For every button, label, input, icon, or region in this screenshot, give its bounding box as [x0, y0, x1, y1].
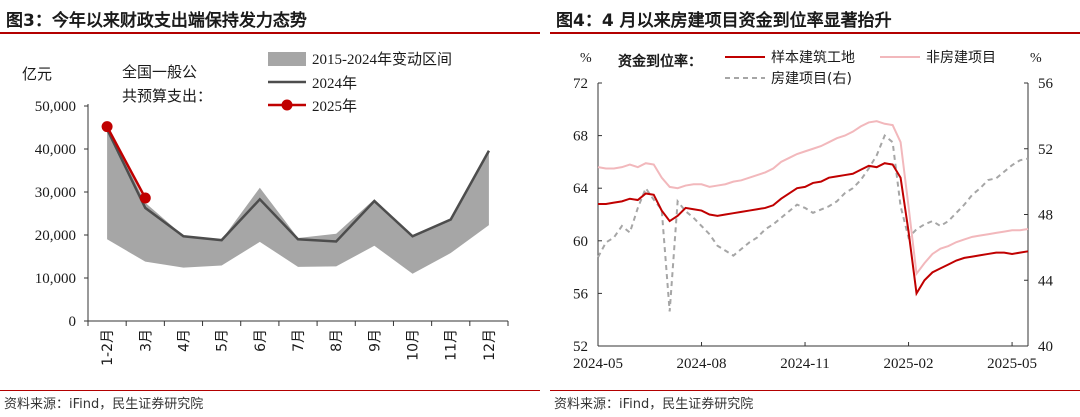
source-rule — [550, 390, 1080, 391]
x-tick-label: 2024-11 — [780, 356, 829, 372]
annotation-line-2: 共预算支出： — [122, 87, 212, 105]
y-left-tick-label: 68 — [573, 129, 588, 145]
x-tick-label: 3月 — [138, 329, 154, 352]
legend-marker-2025 — [281, 99, 293, 111]
legend-label-2025: 2025年 — [312, 98, 357, 115]
source-rule — [0, 390, 540, 391]
annotation-line-1: 全国一般公 — [122, 63, 197, 81]
x-tick-label: 5月 — [215, 329, 231, 352]
y-tick-label: 20,000 — [35, 228, 76, 244]
x-tick-label: 2025-02 — [884, 356, 934, 372]
x-tick-label: 9月 — [367, 329, 383, 352]
y-right-tick-label: 56 — [1038, 76, 1054, 92]
chart-figure-4: 52 56 60 64 68 72 40 44 48 52 56 2024-05 2024-08 2024… — [573, 50, 1054, 372]
y-unit-label: 亿元 — [22, 65, 52, 83]
x-tick-label: 2024-05 — [573, 356, 623, 372]
y-tick-label: 40,000 — [35, 142, 76, 158]
series-line-sample-sites — [598, 162, 1029, 297]
y-right-unit-label: % — [1030, 51, 1042, 66]
y-left-unit-label: % — [580, 51, 592, 66]
source-note: 资料来源：iFind，民生证券研究院 — [554, 397, 754, 412]
legend-label-sample-sites: 样本建筑工地 — [771, 50, 855, 66]
x-tick-label: 8月 — [329, 329, 345, 352]
x-tick-label: 2024-08 — [677, 356, 727, 372]
source-note: 资料来源：iFind，民生证券研究院 — [4, 397, 204, 412]
series-line-2025 — [105, 126, 147, 199]
y-right-tick-label: 52 — [1038, 142, 1053, 158]
data-point-2025 — [139, 192, 151, 204]
y-tick-label: 0 — [69, 314, 77, 330]
legend-label-2024: 2024年 — [312, 75, 357, 92]
y-left-tick-label: 52 — [573, 339, 588, 355]
chart-figure-3: 0 10,000 20,000 30,000 40,000 50,000 1-2月 3月 4月 5… — [22, 51, 509, 366]
series-line-housing — [597, 133, 1029, 312]
y-tick-label: 50,000 — [35, 99, 76, 115]
annotation-label: 资金到位率： — [618, 53, 702, 70]
y-left-tick-label: 56 — [573, 286, 589, 302]
x-tick-label: 7月 — [291, 329, 307, 352]
x-tick-label: 10月 — [406, 329, 422, 361]
y-left-tick-label: 72 — [573, 76, 588, 92]
title-rule — [550, 32, 1080, 34]
legend-label-non-housing: 非房建项目 — [926, 50, 996, 66]
figure-3-panel: 图3：今年以来财政支出端保持发力态势 0 10,000 20,000 30,000 40… — [0, 11, 540, 412]
title-rule — [0, 32, 540, 34]
x-tick-label: 12月 — [482, 329, 498, 361]
x-tick-label: 1-2月 — [100, 329, 116, 366]
x-tick-label: 4月 — [176, 329, 192, 352]
y-right-tick-label: 40 — [1038, 339, 1053, 355]
y-tick-label: 30,000 — [35, 185, 76, 201]
range-area-2015-2024 — [107, 125, 489, 274]
data-point-2025 — [101, 121, 113, 133]
x-tick-label: 6月 — [253, 329, 269, 352]
legend-label-housing: 房建项目(右) — [771, 71, 852, 87]
y-tick-label: 10,000 — [35, 271, 76, 287]
y-left-tick-label: 60 — [573, 234, 588, 250]
legend-label-range: 2015-2024年变动区间 — [312, 51, 452, 68]
y-left-tick-label: 64 — [573, 181, 589, 197]
y-right-tick-label: 48 — [1038, 208, 1053, 224]
x-tick-label: 2025-05 — [987, 356, 1037, 372]
figure-3-title: 图3：今年以来财政支出端保持发力态势 — [6, 11, 307, 31]
series-line-2024 — [105, 128, 491, 243]
figure-4-title: 图4：4 月以来房建项目资金到位率显著抬升 — [556, 11, 892, 31]
x-tick-label: 11月 — [444, 329, 460, 361]
legend-swatch-range — [268, 52, 306, 66]
y-right-tick-label: 44 — [1038, 273, 1054, 289]
series-line-non-housing — [597, 120, 1029, 277]
figure-4-panel: 图4：4 月以来房建项目资金到位率显著抬升 52 56 60 64 68 72 40 44 48… — [550, 0, 1080, 417]
